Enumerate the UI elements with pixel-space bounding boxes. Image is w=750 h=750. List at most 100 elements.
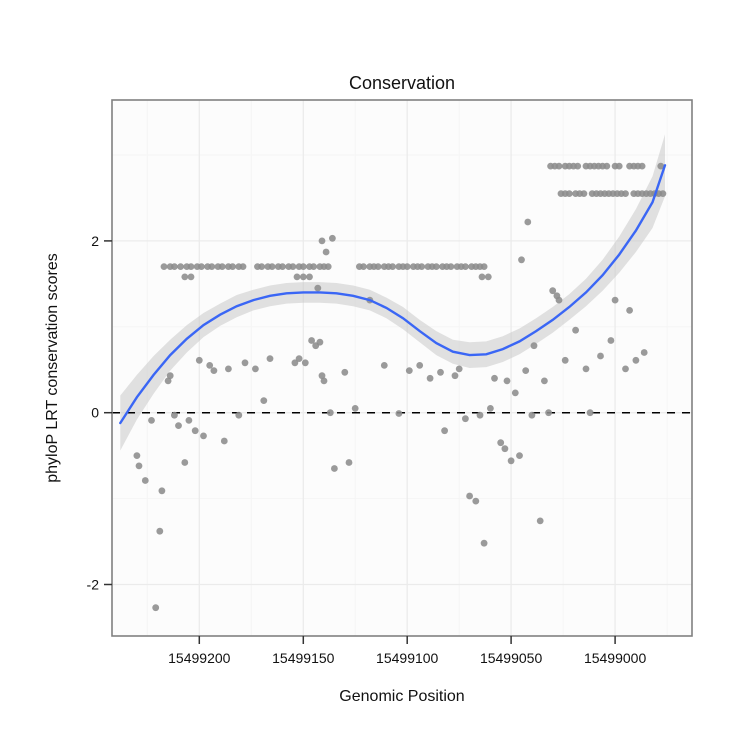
data-point — [295, 355, 303, 362]
data-point — [299, 273, 307, 281]
data-point — [657, 162, 665, 170]
y-tick-label: 2 — [91, 233, 99, 249]
plot-frame — [111, 99, 693, 637]
data-point — [432, 263, 440, 270]
data-point — [225, 365, 232, 373]
data-point — [480, 263, 488, 270]
smooth-fit-line — [119, 164, 667, 425]
data-point — [389, 263, 396, 270]
data-point — [148, 417, 155, 424]
data-point — [511, 389, 519, 397]
data-point — [478, 273, 486, 281]
data-point — [501, 445, 509, 453]
data-point — [607, 337, 615, 344]
data-point — [466, 492, 473, 500]
data-point — [462, 263, 469, 270]
data-point — [210, 367, 218, 374]
data-point — [260, 397, 268, 404]
data-point — [503, 377, 511, 385]
data-point — [497, 439, 505, 447]
data-point — [555, 296, 563, 304]
data-point — [380, 362, 388, 369]
data-point — [374, 263, 382, 270]
data-point — [291, 359, 299, 367]
data-point — [187, 273, 195, 281]
data-point — [289, 263, 297, 270]
data-point — [487, 405, 494, 412]
x-axis-label: Genomic Position — [339, 688, 464, 705]
data-point — [441, 427, 448, 435]
data-point — [171, 411, 178, 419]
data-point — [320, 377, 328, 385]
data-point — [582, 365, 590, 373]
data-point — [171, 263, 178, 270]
chart-layers: 15499200 15499150 15499100 15499050 15499000… — [87, 99, 693, 666]
data-point — [437, 368, 444, 376]
data-point — [580, 190, 588, 198]
data-point — [351, 405, 359, 412]
data-point — [603, 162, 611, 170]
data-point — [268, 263, 276, 270]
data-point — [416, 362, 424, 369]
data-point — [164, 377, 172, 385]
data-point — [206, 362, 214, 369]
data-point — [395, 410, 403, 417]
data-point — [622, 190, 629, 198]
data-point — [403, 263, 411, 270]
x-tick-label: 15499150 — [272, 650, 335, 666]
data-point — [491, 374, 498, 382]
data-point — [135, 462, 143, 470]
data-point — [299, 263, 307, 270]
data-point — [175, 422, 182, 429]
data-point — [507, 457, 515, 465]
data-point — [156, 527, 164, 535]
data-point — [141, 477, 149, 484]
data-point — [472, 497, 480, 505]
data-point — [293, 273, 301, 281]
data-point — [158, 487, 166, 495]
data-point — [572, 326, 579, 334]
y-tick-label: -2 — [87, 577, 100, 593]
data-point — [565, 190, 573, 198]
data-point — [187, 263, 195, 270]
data-point — [239, 263, 247, 270]
chart-title: Conservation — [349, 73, 455, 93]
data-point — [195, 356, 203, 364]
data-point — [549, 287, 557, 295]
data-point — [561, 356, 569, 364]
data-point — [640, 349, 648, 356]
data-point — [306, 273, 313, 281]
data-point — [318, 237, 326, 245]
data-point — [462, 415, 469, 423]
data-point — [484, 273, 492, 281]
data-point — [279, 263, 286, 270]
data-point — [418, 263, 426, 270]
data-point — [597, 352, 604, 360]
data-point — [524, 218, 532, 226]
data-point — [341, 368, 349, 376]
data-point — [198, 263, 205, 270]
data-point — [133, 452, 141, 459]
data-point — [310, 263, 317, 270]
data-point — [555, 162, 563, 170]
data-point — [208, 263, 216, 270]
data-point — [314, 284, 322, 292]
x-tick-label: 15499050 — [480, 650, 543, 666]
data-point — [252, 365, 259, 373]
data-point — [220, 437, 228, 445]
data-point — [622, 365, 629, 373]
data-point — [530, 342, 538, 350]
data-point — [528, 411, 536, 419]
data-point — [480, 539, 488, 547]
data-point — [331, 465, 338, 472]
data-point — [545, 409, 552, 417]
data-point — [258, 263, 266, 270]
data-point — [426, 374, 434, 382]
data-point — [536, 517, 544, 525]
y-tick-label: 0 — [91, 405, 99, 421]
data-point — [541, 377, 548, 385]
data-point — [160, 263, 168, 270]
data-point — [181, 273, 189, 281]
data-point — [326, 409, 334, 417]
data-point — [360, 263, 367, 270]
